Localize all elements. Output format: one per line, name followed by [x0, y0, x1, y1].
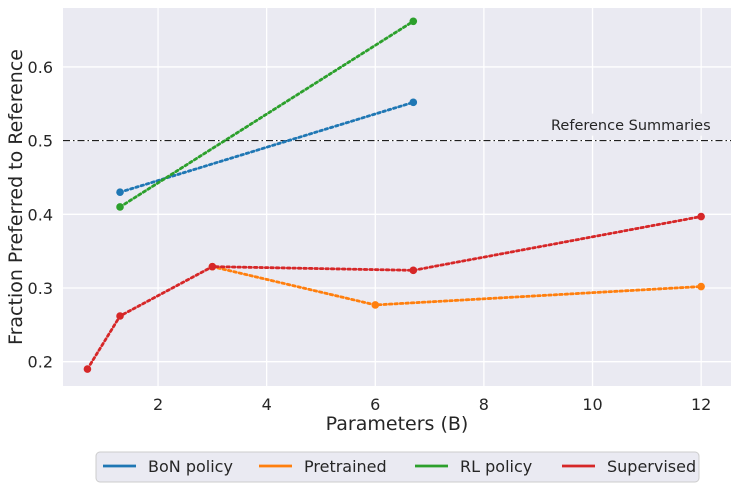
series-supervised [83, 212, 705, 373]
data-point [697, 282, 705, 291]
data-point [116, 203, 124, 211]
legend-label: BoN policy [148, 457, 233, 476]
legend-label: Supervised [607, 457, 696, 476]
data-point [409, 98, 418, 107]
reference-label-box [543, 113, 707, 136]
series-rl-policy [116, 17, 418, 211]
legend-item: RL policy [415, 457, 532, 476]
tick-labels: 2 4 6 8 10 12 0.2 0.3 0.4 0.5 0.6 [28, 58, 712, 414]
x-axis-title: Parameters (B) [326, 413, 469, 435]
data-point [116, 188, 124, 197]
x-tick-label: 10 [582, 395, 602, 414]
legend-item: BoN policy [103, 457, 233, 476]
legend-item: Supervised [562, 457, 696, 476]
x-tick-label: 4 [262, 395, 272, 414]
legend-item: Pretrained [259, 457, 387, 476]
data-point [208, 262, 217, 271]
x-tick-label: 12 [691, 395, 711, 414]
legend-frame [95, 451, 700, 483]
x-tick-label: 2 [153, 395, 163, 414]
data-point [697, 212, 705, 221]
reference-label: Reference Summaries [551, 118, 711, 134]
legend-label: Pretrained [304, 457, 387, 476]
data-point [116, 312, 124, 320]
y-axis-title: Fraction Preferred to Reference [5, 49, 27, 345]
x-tick-label: 6 [370, 395, 380, 414]
y-tick-label: 0.4 [28, 205, 53, 224]
series-group [83, 17, 705, 373]
x-tick-label: 8 [479, 395, 489, 414]
y-tick-label: 0.3 [28, 279, 53, 298]
legend: BoN policy Pretrained RL policy Supervised [95, 451, 700, 483]
data-point [83, 365, 92, 373]
data-point [409, 266, 418, 275]
y-tick-label: 0.6 [28, 58, 53, 77]
legend-label: RL policy [460, 457, 532, 476]
series-line [118, 19, 415, 209]
data-point [409, 17, 418, 26]
y-tick-label: 0.5 [28, 132, 53, 151]
reference-line-group: Reference Summaries [63, 113, 731, 142]
y-tick-label: 0.2 [28, 353, 53, 372]
plot-area [63, 8, 731, 386]
data-point [371, 301, 380, 309]
